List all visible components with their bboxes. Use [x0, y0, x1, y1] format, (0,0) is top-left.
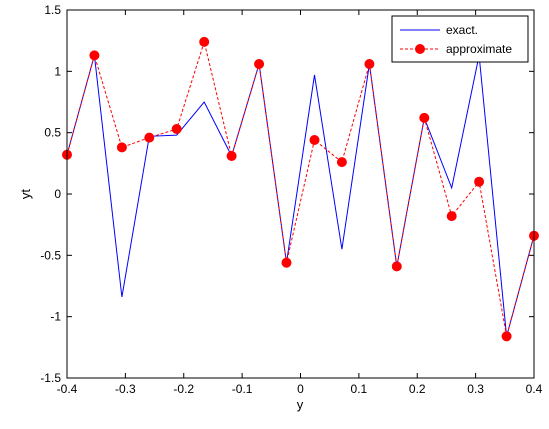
data-point-approximate [419, 112, 430, 123]
y-tick-label: -1.5 [40, 371, 61, 385]
x-tick-label: 0.1 [351, 382, 368, 396]
data-point-approximate [89, 50, 100, 61]
data-point-approximate [171, 124, 182, 134]
legend-label-approximate: approximate [446, 42, 512, 56]
x-tick-label: -0.4 [57, 382, 78, 396]
data-point-approximate [281, 257, 292, 268]
data-point-approximate [254, 59, 265, 69]
series-lines [66, 40, 535, 337]
data-point-approximate [144, 132, 155, 143]
data-point-approximate [309, 135, 320, 145]
y-tick-label: 1 [54, 64, 61, 78]
series-line-approximate [66, 40, 535, 337]
x-axis-ticks: -0.4 -0.3 -0.2 -0.1 0 0.1 0.2 0.3 0.4 [57, 10, 543, 396]
data-point-approximate [391, 261, 402, 272]
y-tick-label: 0.5 [44, 126, 61, 140]
x-tick-label: 0.4 [526, 382, 543, 396]
legend-marker-approximate [415, 44, 425, 54]
legend-box [391, 15, 529, 63]
data-point-approximate [446, 211, 457, 222]
data-point-approximate [226, 151, 237, 161]
data-point-approximate [474, 176, 485, 187]
x-tick-label: 0.2 [409, 382, 426, 396]
y-axis-ticks: -1.5 -1 -0.5 0 0.5 1 1.5 [40, 3, 534, 385]
x-tick-label: -0.3 [115, 382, 136, 396]
x-axis-label: y [297, 397, 304, 412]
series-line-exact [66, 55, 535, 337]
data-point-approximate [336, 157, 347, 168]
y-tick-label: -0.5 [40, 248, 61, 262]
data-point-approximate [199, 36, 210, 47]
y-tick-label: -1 [50, 310, 61, 324]
legend: exact. approximate [391, 15, 529, 63]
data-point-approximate [116, 142, 127, 153]
x-tick-label: -0.2 [173, 382, 194, 396]
x-tick-label: 0 [297, 382, 304, 396]
y-tick-label: 0 [54, 187, 61, 201]
x-tick-label: -0.1 [232, 382, 253, 396]
y-tick-label: 1.5 [44, 3, 61, 17]
plot-area [67, 10, 534, 378]
y-axis-label: yt [18, 189, 33, 200]
data-point-approximate [364, 59, 375, 69]
series-markers [62, 36, 539, 342]
data-point-approximate [501, 331, 512, 342]
legend-label-exact: exact. [446, 23, 478, 37]
x-tick-label: 0.3 [467, 382, 484, 396]
